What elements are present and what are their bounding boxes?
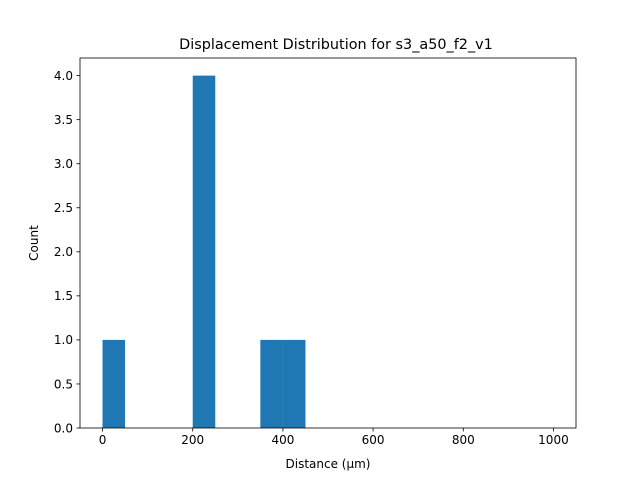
x-axis-label: Distance (μm): [286, 457, 371, 471]
y-tick-label: 4.0: [54, 69, 73, 83]
chart-title: Displacement Distribution for s3_a50_f2_…: [179, 37, 493, 53]
x-tick-label: 200: [181, 433, 204, 447]
x-tick-label: 0: [99, 433, 107, 447]
y-tick-label: 0.5: [54, 377, 73, 391]
y-tick-label: 3.5: [54, 113, 73, 127]
histogram-bar: [260, 339, 283, 428]
y-tick-label: 2.5: [54, 201, 73, 215]
histogram-bar: [192, 75, 216, 428]
histogram-bars: [102, 75, 306, 428]
y-axis-ticks: 0.0 0.5 1.0 1.5 2.0 2.5 3.0 3.5 4.0: [54, 69, 80, 435]
histogram-bar: [282, 339, 306, 428]
y-tick-label: 1.0: [54, 333, 73, 347]
y-tick-label: 3.0: [54, 157, 73, 171]
y-axis-label: Count: [27, 225, 41, 261]
x-tick-label: 800: [452, 433, 475, 447]
plot-frame: [79, 57, 577, 429]
y-tick-label: 1.5: [54, 289, 73, 303]
y-tick-label: 0.0: [54, 421, 73, 435]
x-axis-ticks: 0 200 400 600 800 1000: [99, 428, 569, 447]
x-tick-label: 400: [271, 433, 294, 447]
y-tick-label: 2.0: [54, 245, 73, 259]
histogram-bar: [102, 339, 126, 428]
x-tick-label: 600: [362, 433, 385, 447]
x-tick-label: 1000: [538, 433, 569, 447]
